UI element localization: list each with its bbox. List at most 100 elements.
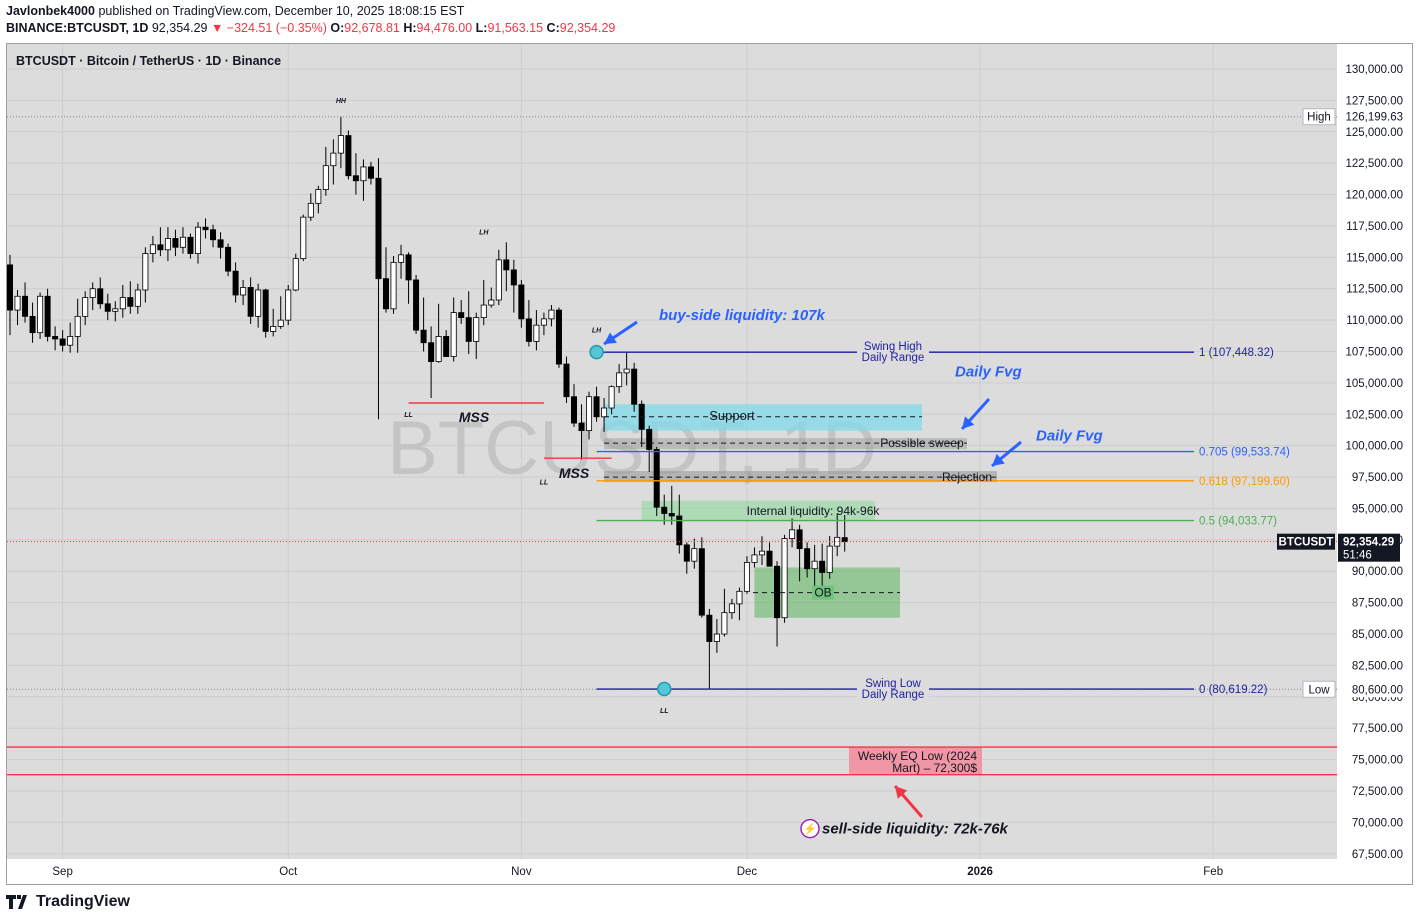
candle-body [270, 325, 277, 332]
candle-body [14, 295, 21, 311]
arrow-daily-fvg-2-head [992, 453, 1005, 466]
price-scale-background [1337, 44, 1412, 884]
candle-body [623, 368, 630, 374]
symbol-line: BINANCE:BTCUSDT, 1D [6, 21, 149, 35]
candle-body [59, 338, 66, 346]
candle-body [337, 135, 344, 154]
possible-sweep-label: Possible sweep [880, 436, 964, 450]
time-scale-background [7, 859, 1337, 884]
candle-body [322, 165, 329, 190]
high-label: H: [403, 21, 417, 35]
price-tick-label: 87,500.00 [1352, 598, 1403, 610]
candle-body [510, 269, 517, 286]
candle-body [164, 238, 171, 251]
candle-body [759, 550, 766, 556]
candle-body [142, 253, 149, 291]
candle-body [698, 548, 705, 616]
weekly-eq-label-line2: Mart) – 72,300$ [892, 761, 977, 775]
current-price-bg [1338, 533, 1400, 562]
published-text: published on TradingView.com, December 1… [98, 4, 465, 18]
candle-body [307, 202, 314, 218]
price-tick-label: 67,500.00 [1352, 849, 1403, 861]
price-tick-label: 115,000.00 [1346, 252, 1403, 264]
price-tick-label: 127,500.00 [1345, 95, 1403, 107]
low-value: 91,563.15 [487, 21, 544, 35]
rejection-band [604, 471, 997, 483]
candle-body [225, 246, 232, 272]
candle-body [194, 226, 201, 254]
candle-body [533, 324, 540, 342]
close-value: 92,354.29 [559, 21, 616, 35]
candle-body [89, 288, 96, 298]
chart-frame[interactable]: BTCUSDT, 1D 1 (107,448.32) 0.705 (99,533.… [6, 43, 1413, 885]
chart-canvas[interactable]: BTCUSDT, 1D 1 (107,448.32)0.705 (99,533.… [7, 44, 1412, 884]
price-tick-label: 82,500.00 [1352, 660, 1403, 672]
swing-high-marker [589, 344, 604, 360]
candle-body [728, 603, 735, 614]
fib-label-0.5: 0.5 (94,033.77) [1199, 516, 1277, 528]
candle-body [375, 177, 382, 280]
candle-body [330, 152, 337, 167]
candle-body [819, 560, 826, 573]
price-scale[interactable]: 130,000.00 127,500.00 125,000.00 122,500.00… [1277, 64, 1412, 861]
low-price-label-tag: Low [1308, 684, 1330, 696]
mss-label-1: MSS [459, 409, 490, 425]
candle-body [232, 270, 239, 296]
candle-body [202, 226, 209, 231]
close-label: C: [546, 21, 560, 35]
pivot-label: LH [592, 328, 602, 335]
candle-body [428, 342, 435, 362]
chart-legend: BTCUSDT · Bitcoin / TetherUS · 1D · Bina… [16, 54, 281, 68]
swing-low-label-line2: Daily Range [862, 689, 925, 701]
candle-body [74, 315, 81, 337]
price-tick-label: 117,500.00 [1346, 221, 1403, 233]
candle-body [285, 289, 292, 321]
daily-fvg-label-1: Daily Fvg [955, 364, 1022, 381]
candle-body [593, 396, 600, 418]
ohlc-line: BINANCE:BTCUSDT, 1D 92,354.29 ▼ −324.51 … [6, 21, 615, 35]
candle-body [736, 590, 743, 605]
candle-body [300, 216, 307, 259]
candle-body [443, 336, 450, 357]
candle-body [97, 288, 104, 305]
price-tick-label: 110,000.00 [1346, 315, 1403, 327]
candle-body [450, 312, 457, 357]
candle-body [473, 317, 480, 342]
candle-body [112, 308, 119, 312]
candle-body [691, 548, 698, 562]
candle-body [104, 303, 111, 312]
mss-label-2: MSS [559, 465, 590, 481]
time-scale[interactable]: Sep Oct Nov Dec 2026 Feb [52, 866, 1223, 878]
tradingview-logo[interactable]: TradingView [6, 893, 130, 911]
candle-body [706, 614, 713, 642]
candle-body [555, 309, 562, 365]
tradingview-logo-icon [6, 895, 27, 909]
candle-body [480, 304, 487, 319]
candle-body [811, 560, 818, 570]
last-price: 92,354.29 [151, 21, 208, 35]
candle-body [766, 550, 773, 567]
candle-body [217, 239, 224, 248]
candle-body [44, 295, 51, 337]
lightning-icon [800, 818, 820, 839]
time-tick-label: Sep [52, 866, 72, 878]
price-tick-label: 85,000.00 [1352, 629, 1403, 641]
candle-body [804, 548, 811, 570]
candle-body [315, 189, 322, 204]
price-tick-label: 90,000.00 [1352, 566, 1403, 578]
candle-body [683, 544, 690, 562]
high-price-label-value-bg [1338, 108, 1412, 125]
candle-body [179, 236, 186, 248]
candle-body [119, 297, 126, 310]
low-price-label-value: 80,600.00 [1352, 684, 1403, 696]
weekly-eq-low-zone [849, 747, 982, 775]
candle-body [134, 289, 141, 307]
candle-body [22, 295, 29, 317]
price-tick-label: 72,500.00 [1352, 786, 1403, 798]
candle-body [713, 633, 720, 642]
arrow-buy-side-head [604, 332, 617, 344]
candle-body [413, 279, 420, 331]
low-price-label-tag-bg [1302, 680, 1336, 698]
ob-label: OB [814, 586, 831, 600]
ob-label-bg [812, 585, 834, 600]
